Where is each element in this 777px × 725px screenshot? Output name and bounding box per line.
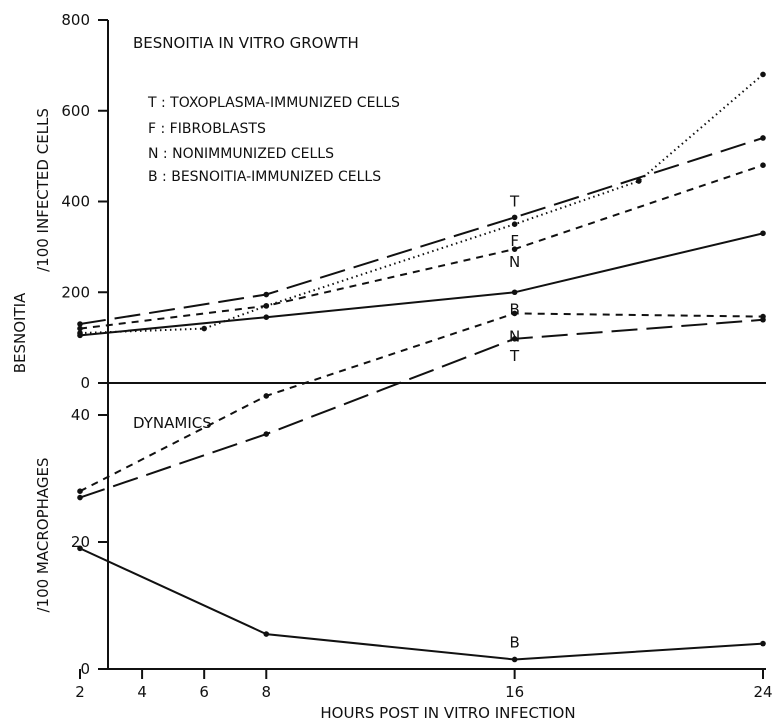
bottom-series-b-point xyxy=(511,656,518,663)
top-series-f-point xyxy=(760,71,766,78)
top-series-t-point xyxy=(77,321,83,327)
top-series-n-point xyxy=(263,303,270,309)
bottom-series-b-label: B xyxy=(509,633,519,651)
top-panel-axes: 0 200 400 600 800 xyxy=(61,11,766,392)
top-series-f-point xyxy=(511,221,518,227)
bottom-series-b-line xyxy=(79,547,764,661)
legend-entry-t: T : TOXOPLASMA-IMMUNIZED CELLS xyxy=(147,95,400,111)
bottom-series-b-point xyxy=(760,640,766,647)
top-series-f-point xyxy=(201,325,207,332)
bottom-y-tick-label: 20 xyxy=(71,533,90,551)
x-axis-ticks: 2 4 6 8 16 24 xyxy=(75,669,773,701)
top-panel-y-axis-label: /100 INFECTED CELLS xyxy=(34,108,52,272)
bottom-series-n-point xyxy=(263,393,270,399)
x-tick-label: 4 xyxy=(137,683,147,701)
top-series-t-line xyxy=(79,137,764,325)
top-series-n-point xyxy=(760,162,766,168)
bottom-series-t-point xyxy=(760,316,766,323)
x-axis-label: HOURS POST IN VITRO INFECTION xyxy=(320,704,575,722)
top-series-b-point xyxy=(263,314,270,321)
top-panel-series: T FN B xyxy=(77,71,766,339)
bottom-y-tick-label: 0 xyxy=(80,660,90,678)
x-tick-label: 2 xyxy=(75,683,85,701)
x-tick-label: 16 xyxy=(505,683,524,701)
bottom-panel-axes: 0 20 40 xyxy=(71,383,766,678)
x-tick-label: 6 xyxy=(199,683,209,701)
bottom-series-n-point xyxy=(511,310,518,317)
top-series-f-label: F xyxy=(510,232,519,250)
top-y-tick-label: 400 xyxy=(61,193,90,211)
top-series-b-point xyxy=(77,332,83,339)
bottom-series-n-point xyxy=(77,488,83,495)
top-series-t-point xyxy=(760,135,766,141)
bottom-y-tick-label: 40 xyxy=(71,406,90,424)
shared-y-axis-label: BESNOITIA xyxy=(11,292,29,373)
top-series-t-point xyxy=(263,291,270,298)
top-y-tick-label: 800 xyxy=(61,11,90,29)
top-series-t-point xyxy=(511,214,518,221)
top-series-n-point xyxy=(77,325,83,332)
legend-entry-f: F : FIBROBLASTS xyxy=(148,121,266,137)
bottom-series-t-point xyxy=(511,336,518,342)
legend-entry-b: B : BESNOITIA-IMMUNIZED CELLS xyxy=(148,169,381,185)
top-series-f-point xyxy=(636,178,642,184)
top-series-n-label: N xyxy=(509,253,520,271)
top-series-n-line xyxy=(79,164,764,330)
top-panel-title: BESNOITIA IN VITRO GROWTH xyxy=(133,34,359,52)
top-series-n-point xyxy=(511,246,518,252)
bottom-series-t-line xyxy=(79,318,764,499)
top-series-b-point xyxy=(511,289,518,296)
x-tick-label: 24 xyxy=(753,683,772,701)
top-y-tick-label: 0 xyxy=(80,374,90,392)
top-series-b-line xyxy=(79,232,764,337)
bottom-series-b-point xyxy=(263,631,270,637)
bottom-series-n-line xyxy=(79,312,764,493)
top-y-tick-label: 200 xyxy=(61,283,90,301)
top-series-b-point xyxy=(760,230,766,237)
bottom-panel-title: DYNAMICS xyxy=(133,414,212,432)
top-panel: 0 200 400 600 800 T FN B BESNOITIA IN VITRO GR… xyxy=(34,11,766,392)
legend: T : TOXOPLASMA-IMMUNIZED CELLS F : FIBRO… xyxy=(147,95,400,185)
legend-entry-n: N : NONIMMUNIZED CELLS xyxy=(148,146,334,162)
bottom-series-b-point xyxy=(77,545,83,552)
x-tick-label: 8 xyxy=(261,683,271,701)
top-y-tick-label: 600 xyxy=(61,102,90,120)
bottom-panel-series: NTB xyxy=(77,310,766,663)
bottom-panel-y-axis-label: /100 MACROPHAGES xyxy=(34,457,52,612)
bottom-series-t-point xyxy=(77,494,83,501)
top-series-f-line xyxy=(79,73,764,335)
bottom-series-t-point xyxy=(263,431,270,437)
top-series-b-label: B xyxy=(509,300,519,318)
bottom-series-t-label: T xyxy=(509,347,520,365)
top-series-t-label: T xyxy=(509,192,520,210)
